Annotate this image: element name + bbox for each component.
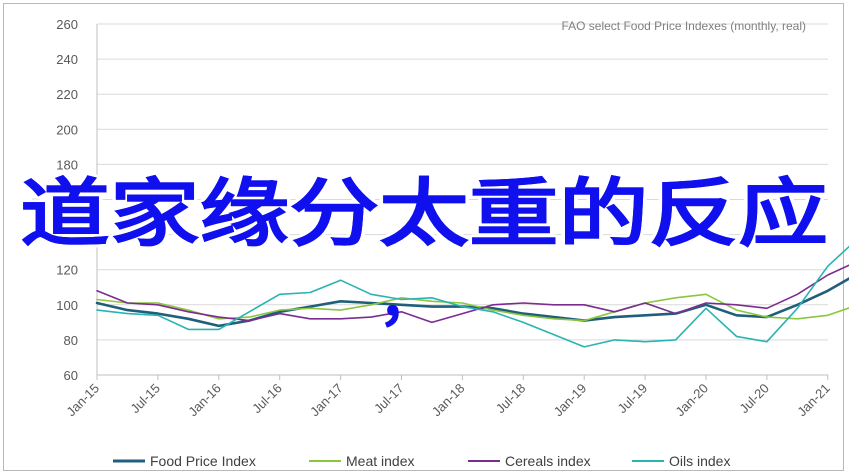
legend: Food Price Index Meat index Cereals index O… (113, 453, 730, 469)
y-tick-label: 160 (56, 193, 78, 208)
y-tick-label: 60 (64, 368, 78, 383)
x-tick-label: Jan-21 (794, 381, 833, 420)
x-tick-label: Jan-19 (551, 381, 590, 420)
y-tick-label: 240 (56, 52, 78, 67)
y-tick-label: 260 (56, 17, 78, 32)
x-tick-label: Jan-17 (307, 381, 346, 420)
y-tick-label: 80 (64, 333, 78, 348)
y-tick-label: 220 (56, 87, 78, 102)
series-line-food-price-index (95, 277, 849, 328)
x-tick-label: Jan-18 (429, 381, 468, 420)
x-tick-label: Jul-18 (493, 381, 529, 417)
legend-label: Cereals index (505, 453, 591, 469)
x-tick-label: Jul-15 (127, 381, 163, 417)
x-tick-label: Jul-17 (371, 381, 407, 417)
y-tick-label: 180 (56, 157, 78, 172)
y-tick-label: 120 (56, 263, 78, 278)
legend-label: Oils index (669, 453, 730, 469)
x-tick-label: Jan-16 (185, 381, 224, 420)
legend-label: Meat index (346, 453, 414, 469)
x-tick-label: Jan-20 (672, 381, 711, 420)
x-tick-label: Jan-15 (63, 381, 102, 420)
series-line-oils-index (96, 245, 849, 348)
overlay-headline-outline: 道家缘分太重的反应 (20, 171, 828, 257)
chart-title: FAO select Food Price Indexes (monthly, … (561, 19, 806, 33)
series-lines (95, 245, 849, 348)
y-tick-label: 200 (56, 122, 78, 137)
series-line-cereals-index (96, 264, 849, 324)
x-tick-label: Jul-16 (249, 381, 285, 417)
series-line-meat-index (96, 293, 849, 322)
y-axis-label: Index (31, 186, 43, 213)
y-tick-label: 100 (56, 298, 78, 313)
axes (96, 24, 829, 380)
legend-label: Food Price Index (150, 453, 256, 469)
overlay-comma: ， (378, 265, 438, 335)
y-tick-label: 140 (56, 228, 78, 243)
x-tick-label: Jul-20 (736, 381, 772, 417)
overlay-headline: 道家缘分太重的反应 (20, 171, 828, 257)
x-tick-label: Jul-19 (615, 381, 651, 417)
chart-frame (3, 3, 844, 471)
x-tick-labels: Jan-15 Jul-15 Jan-16 Jul-16 Jan-17 Jul-17 Jan-… (63, 381, 833, 420)
y-tick-labels: 60 80 100 120 140 160 180 200 220 240 260 (56, 17, 78, 383)
